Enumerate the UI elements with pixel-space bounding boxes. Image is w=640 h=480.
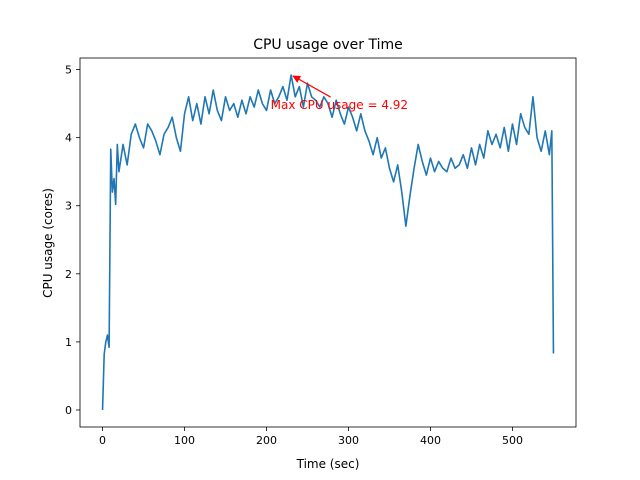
y-tick-label: 1 (65, 336, 72, 349)
chart-title: CPU usage over Time (253, 37, 403, 53)
x-tick-label: 500 (502, 434, 523, 447)
x-tick-label: 100 (174, 434, 195, 447)
y-tick-label: 3 (65, 200, 72, 213)
x-axis-label: Time (sec) (296, 457, 360, 471)
y-tick-label: 4 (65, 132, 72, 145)
annotation-arrow (292, 75, 331, 98)
x-tick-label: 0 (99, 434, 106, 447)
axes-frame (79, 57, 577, 428)
series-line-0 (101, 74, 555, 411)
plot-area: 0 100 200 300 400 500 0 1 2 3 4 5 (65, 57, 577, 447)
y-tick-label: 5 (65, 64, 72, 77)
x-tick-label: 400 (420, 434, 441, 447)
x-tick-label: 300 (338, 434, 359, 447)
annotation-label: Max CPU usage = 4.92 (271, 98, 408, 112)
y-tick-label: 2 (65, 268, 72, 281)
annotation-layer: Max CPU usage = 4.92 (271, 75, 408, 112)
x-tick-label: 200 (256, 434, 277, 447)
y-axis-label: CPU usage (cores) (41, 188, 55, 298)
y-tick-label: 0 (65, 404, 72, 417)
